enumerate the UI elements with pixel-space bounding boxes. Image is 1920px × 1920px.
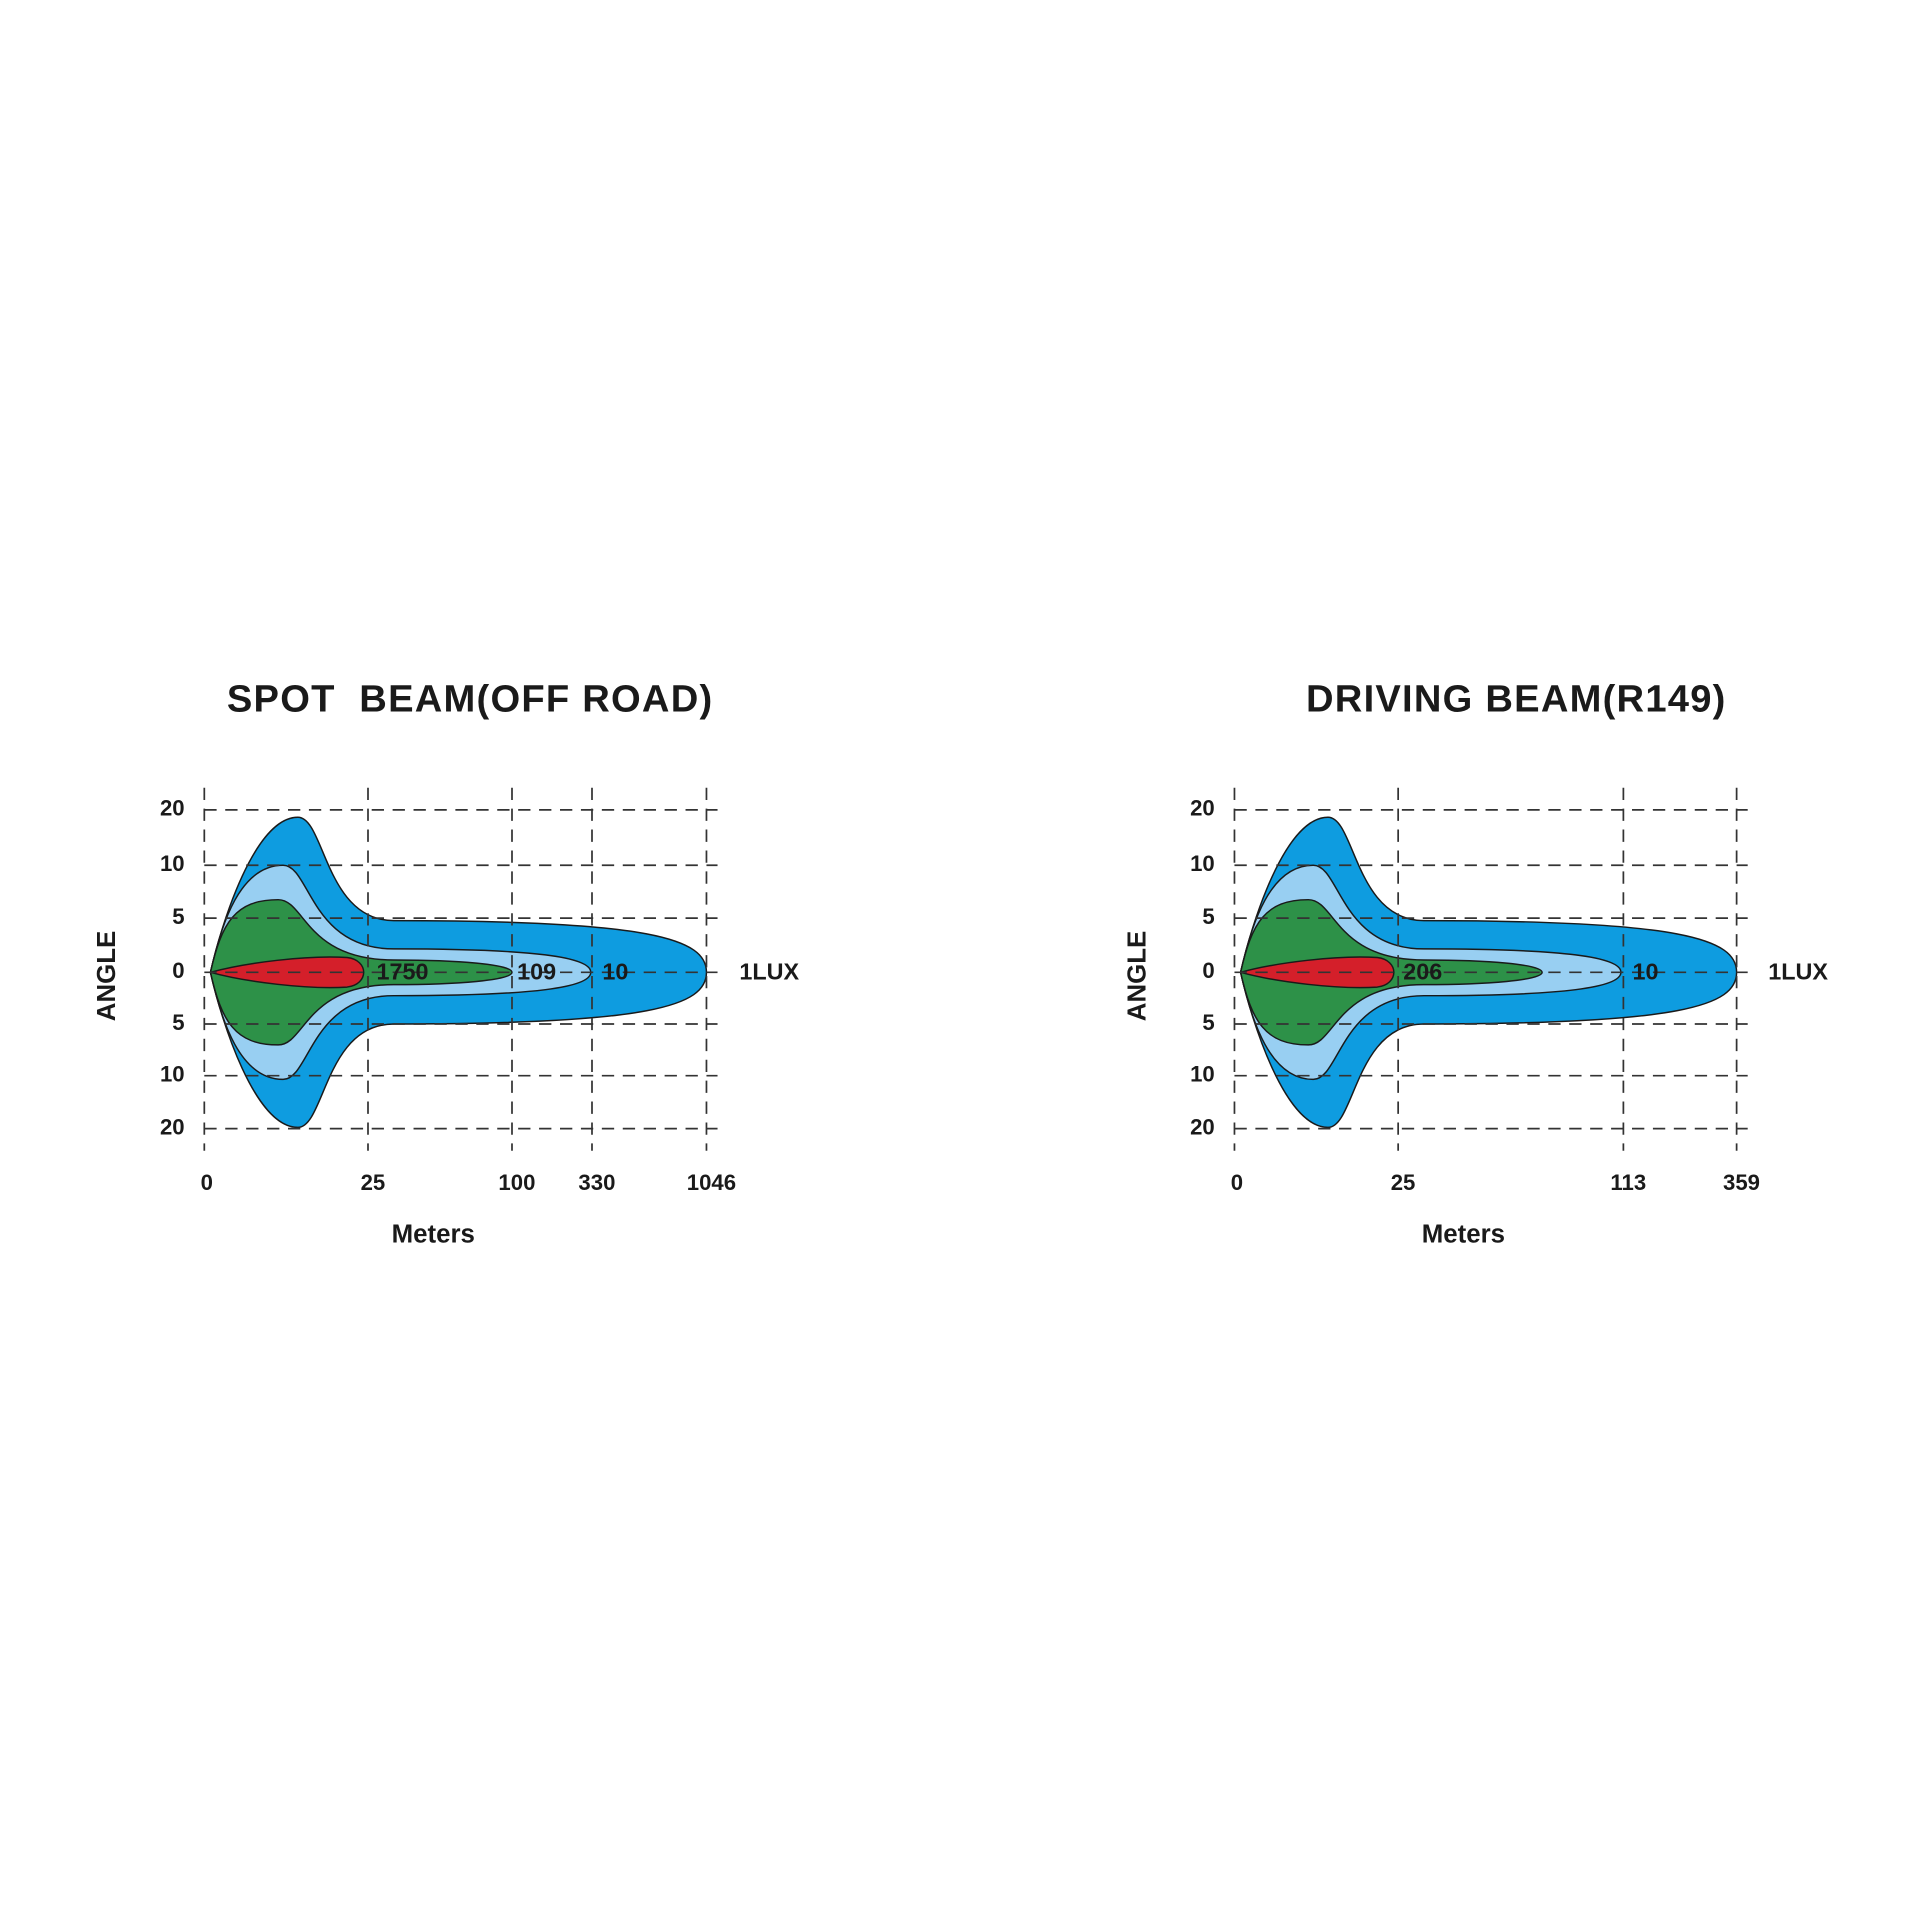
- panel-title: SPOT BEAM(OFF ROAD): [227, 678, 714, 721]
- x-tick-label: 359: [1723, 1170, 1760, 1195]
- x-tick-label: 25: [361, 1170, 386, 1195]
- contour-label: 109: [517, 959, 556, 985]
- x-tick-label: 0: [201, 1170, 213, 1195]
- x-axis-label: Meters: [1422, 1221, 1505, 1249]
- y-tick-label: 5: [1202, 1010, 1214, 1035]
- contour-label: 1LUX: [1768, 959, 1828, 985]
- panel-title: DRIVING BEAM(R149): [1306, 678, 1727, 721]
- x-axis-label: Meters: [392, 1221, 475, 1249]
- y-tick-label: 20: [1190, 1114, 1215, 1139]
- contour-label: 10: [1633, 959, 1659, 985]
- y-tick-label: 20: [1190, 796, 1215, 821]
- y-tick-label: 10: [160, 1062, 185, 1087]
- y-tick-label: 10: [160, 851, 185, 876]
- beam-hot: [1237, 956, 1395, 989]
- x-tick-label: 100: [498, 1170, 535, 1195]
- x-tick-label: 330: [578, 1170, 615, 1195]
- x-tick-label: 25: [1391, 1170, 1416, 1195]
- beam-hot: [207, 956, 365, 989]
- contour-label: 10: [602, 959, 628, 985]
- y-tick-label: 10: [1190, 851, 1215, 876]
- beam-panel: DRIVING BEAM(R149) 20 10 5 0 5 10 20 0 25 113 359 20…: [1123, 678, 1828, 1249]
- contour-label: 1750: [376, 959, 428, 985]
- y-tick-label: 0: [172, 958, 184, 983]
- y-tick-label: 20: [160, 1114, 185, 1139]
- x-tick-label: 113: [1610, 1170, 1646, 1195]
- y-tick-label: 10: [1190, 1062, 1215, 1087]
- contour-label: 206: [1403, 959, 1442, 985]
- y-axis-label: ANGLE: [93, 931, 121, 1021]
- y-tick-label: 5: [172, 1010, 184, 1035]
- beam-panel: SPOT BEAM(OFF ROAD) 20 10 5 0 5 10 20 0 25 100 330 1…: [93, 678, 799, 1249]
- x-tick-label: 1046: [687, 1170, 736, 1195]
- y-tick-label: 5: [172, 904, 184, 929]
- y-tick-label: 0: [1202, 958, 1214, 983]
- y-tick-label: 20: [160, 796, 185, 821]
- x-tick-label: 0: [1231, 1170, 1243, 1195]
- y-tick-label: 5: [1202, 904, 1214, 929]
- y-axis-label: ANGLE: [1123, 931, 1151, 1021]
- contour-label: 1LUX: [739, 959, 799, 985]
